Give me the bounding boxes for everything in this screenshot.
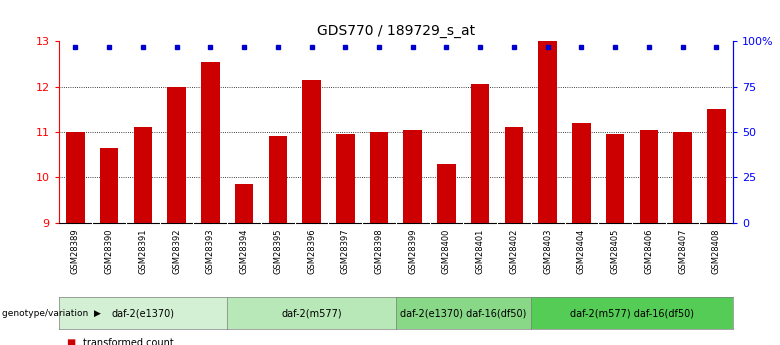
Text: GSM28406: GSM28406 <box>644 228 654 274</box>
Text: GSM28400: GSM28400 <box>442 228 451 274</box>
Text: daf-2(e1370) daf-16(df50): daf-2(e1370) daf-16(df50) <box>400 308 526 318</box>
Bar <box>235 184 254 223</box>
Bar <box>302 80 321 223</box>
Text: GSM28402: GSM28402 <box>509 228 519 274</box>
Text: GSM28392: GSM28392 <box>172 228 181 274</box>
Title: GDS770 / 189729_s_at: GDS770 / 189729_s_at <box>317 23 475 38</box>
Bar <box>572 123 590 223</box>
Text: GSM28397: GSM28397 <box>341 228 349 274</box>
Text: GSM28389: GSM28389 <box>71 228 80 274</box>
Bar <box>66 132 85 223</box>
Text: ■: ■ <box>66 338 76 345</box>
Text: GSM28398: GSM28398 <box>374 228 384 274</box>
Bar <box>707 109 725 223</box>
Text: GSM28405: GSM28405 <box>611 228 619 274</box>
Bar <box>370 132 388 223</box>
Text: GSM28399: GSM28399 <box>408 228 417 274</box>
Text: GSM28404: GSM28404 <box>577 228 586 274</box>
Bar <box>167 87 186 223</box>
Text: daf-2(m577): daf-2(m577) <box>282 308 342 318</box>
Text: GSM28390: GSM28390 <box>105 228 114 274</box>
Bar <box>268 137 287 223</box>
Bar <box>201 62 220 223</box>
Text: transformed count: transformed count <box>83 338 174 345</box>
Text: daf-2(e1370): daf-2(e1370) <box>112 308 175 318</box>
Bar <box>471 85 490 223</box>
Text: GSM28395: GSM28395 <box>273 228 282 274</box>
Bar <box>403 130 422 223</box>
Bar <box>100 148 119 223</box>
Text: GSM28393: GSM28393 <box>206 228 215 274</box>
Bar <box>673 132 692 223</box>
Text: GSM28396: GSM28396 <box>307 228 316 274</box>
Text: daf-2(m577) daf-16(df50): daf-2(m577) daf-16(df50) <box>570 308 694 318</box>
Bar <box>538 41 557 223</box>
Bar <box>505 127 523 223</box>
Text: GSM28403: GSM28403 <box>543 228 552 274</box>
Text: GSM28408: GSM28408 <box>712 228 721 274</box>
Text: GSM28394: GSM28394 <box>239 228 249 274</box>
Bar <box>640 130 658 223</box>
Bar <box>133 127 152 223</box>
Text: GSM28401: GSM28401 <box>476 228 484 274</box>
Bar <box>606 134 625 223</box>
Bar <box>336 134 355 223</box>
Bar <box>437 164 456 223</box>
Text: GSM28407: GSM28407 <box>678 228 687 274</box>
Text: GSM28391: GSM28391 <box>138 228 147 274</box>
Text: genotype/variation  ▶: genotype/variation ▶ <box>2 308 101 318</box>
